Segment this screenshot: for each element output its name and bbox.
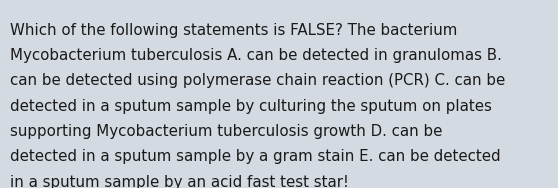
Text: detected in a sputum sample by a gram stain E. can be detected: detected in a sputum sample by a gram st…	[10, 149, 501, 164]
Text: Which of the following statements is FALSE? The bacterium: Which of the following statements is FAL…	[10, 23, 458, 38]
Text: detected in a sputum sample by culturing the sputum on plates: detected in a sputum sample by culturing…	[10, 99, 492, 114]
Text: in a sputum sample by an acid fast test star!: in a sputum sample by an acid fast test …	[10, 175, 349, 188]
Text: can be detected using polymerase chain reaction (PCR) C. can be: can be detected using polymerase chain r…	[10, 73, 506, 88]
Text: Mycobacterium tuberculosis A. can be detected in granulomas B.: Mycobacterium tuberculosis A. can be det…	[10, 48, 502, 63]
Text: supporting Mycobacterium tuberculosis growth D. can be: supporting Mycobacterium tuberculosis gr…	[10, 124, 442, 139]
